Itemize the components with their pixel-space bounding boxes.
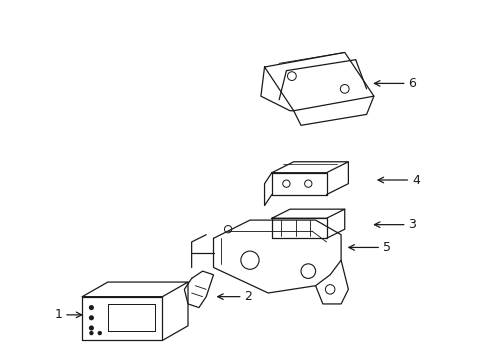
Text: 4: 4 [411, 174, 419, 186]
Circle shape [98, 331, 102, 335]
Text: 1: 1 [54, 309, 62, 321]
Text: 2: 2 [244, 290, 252, 303]
Text: 6: 6 [407, 77, 416, 90]
Text: 5: 5 [382, 241, 390, 254]
Circle shape [89, 325, 94, 330]
Circle shape [89, 315, 94, 320]
Text: 3: 3 [407, 218, 416, 231]
Circle shape [89, 331, 93, 335]
Circle shape [89, 305, 94, 310]
